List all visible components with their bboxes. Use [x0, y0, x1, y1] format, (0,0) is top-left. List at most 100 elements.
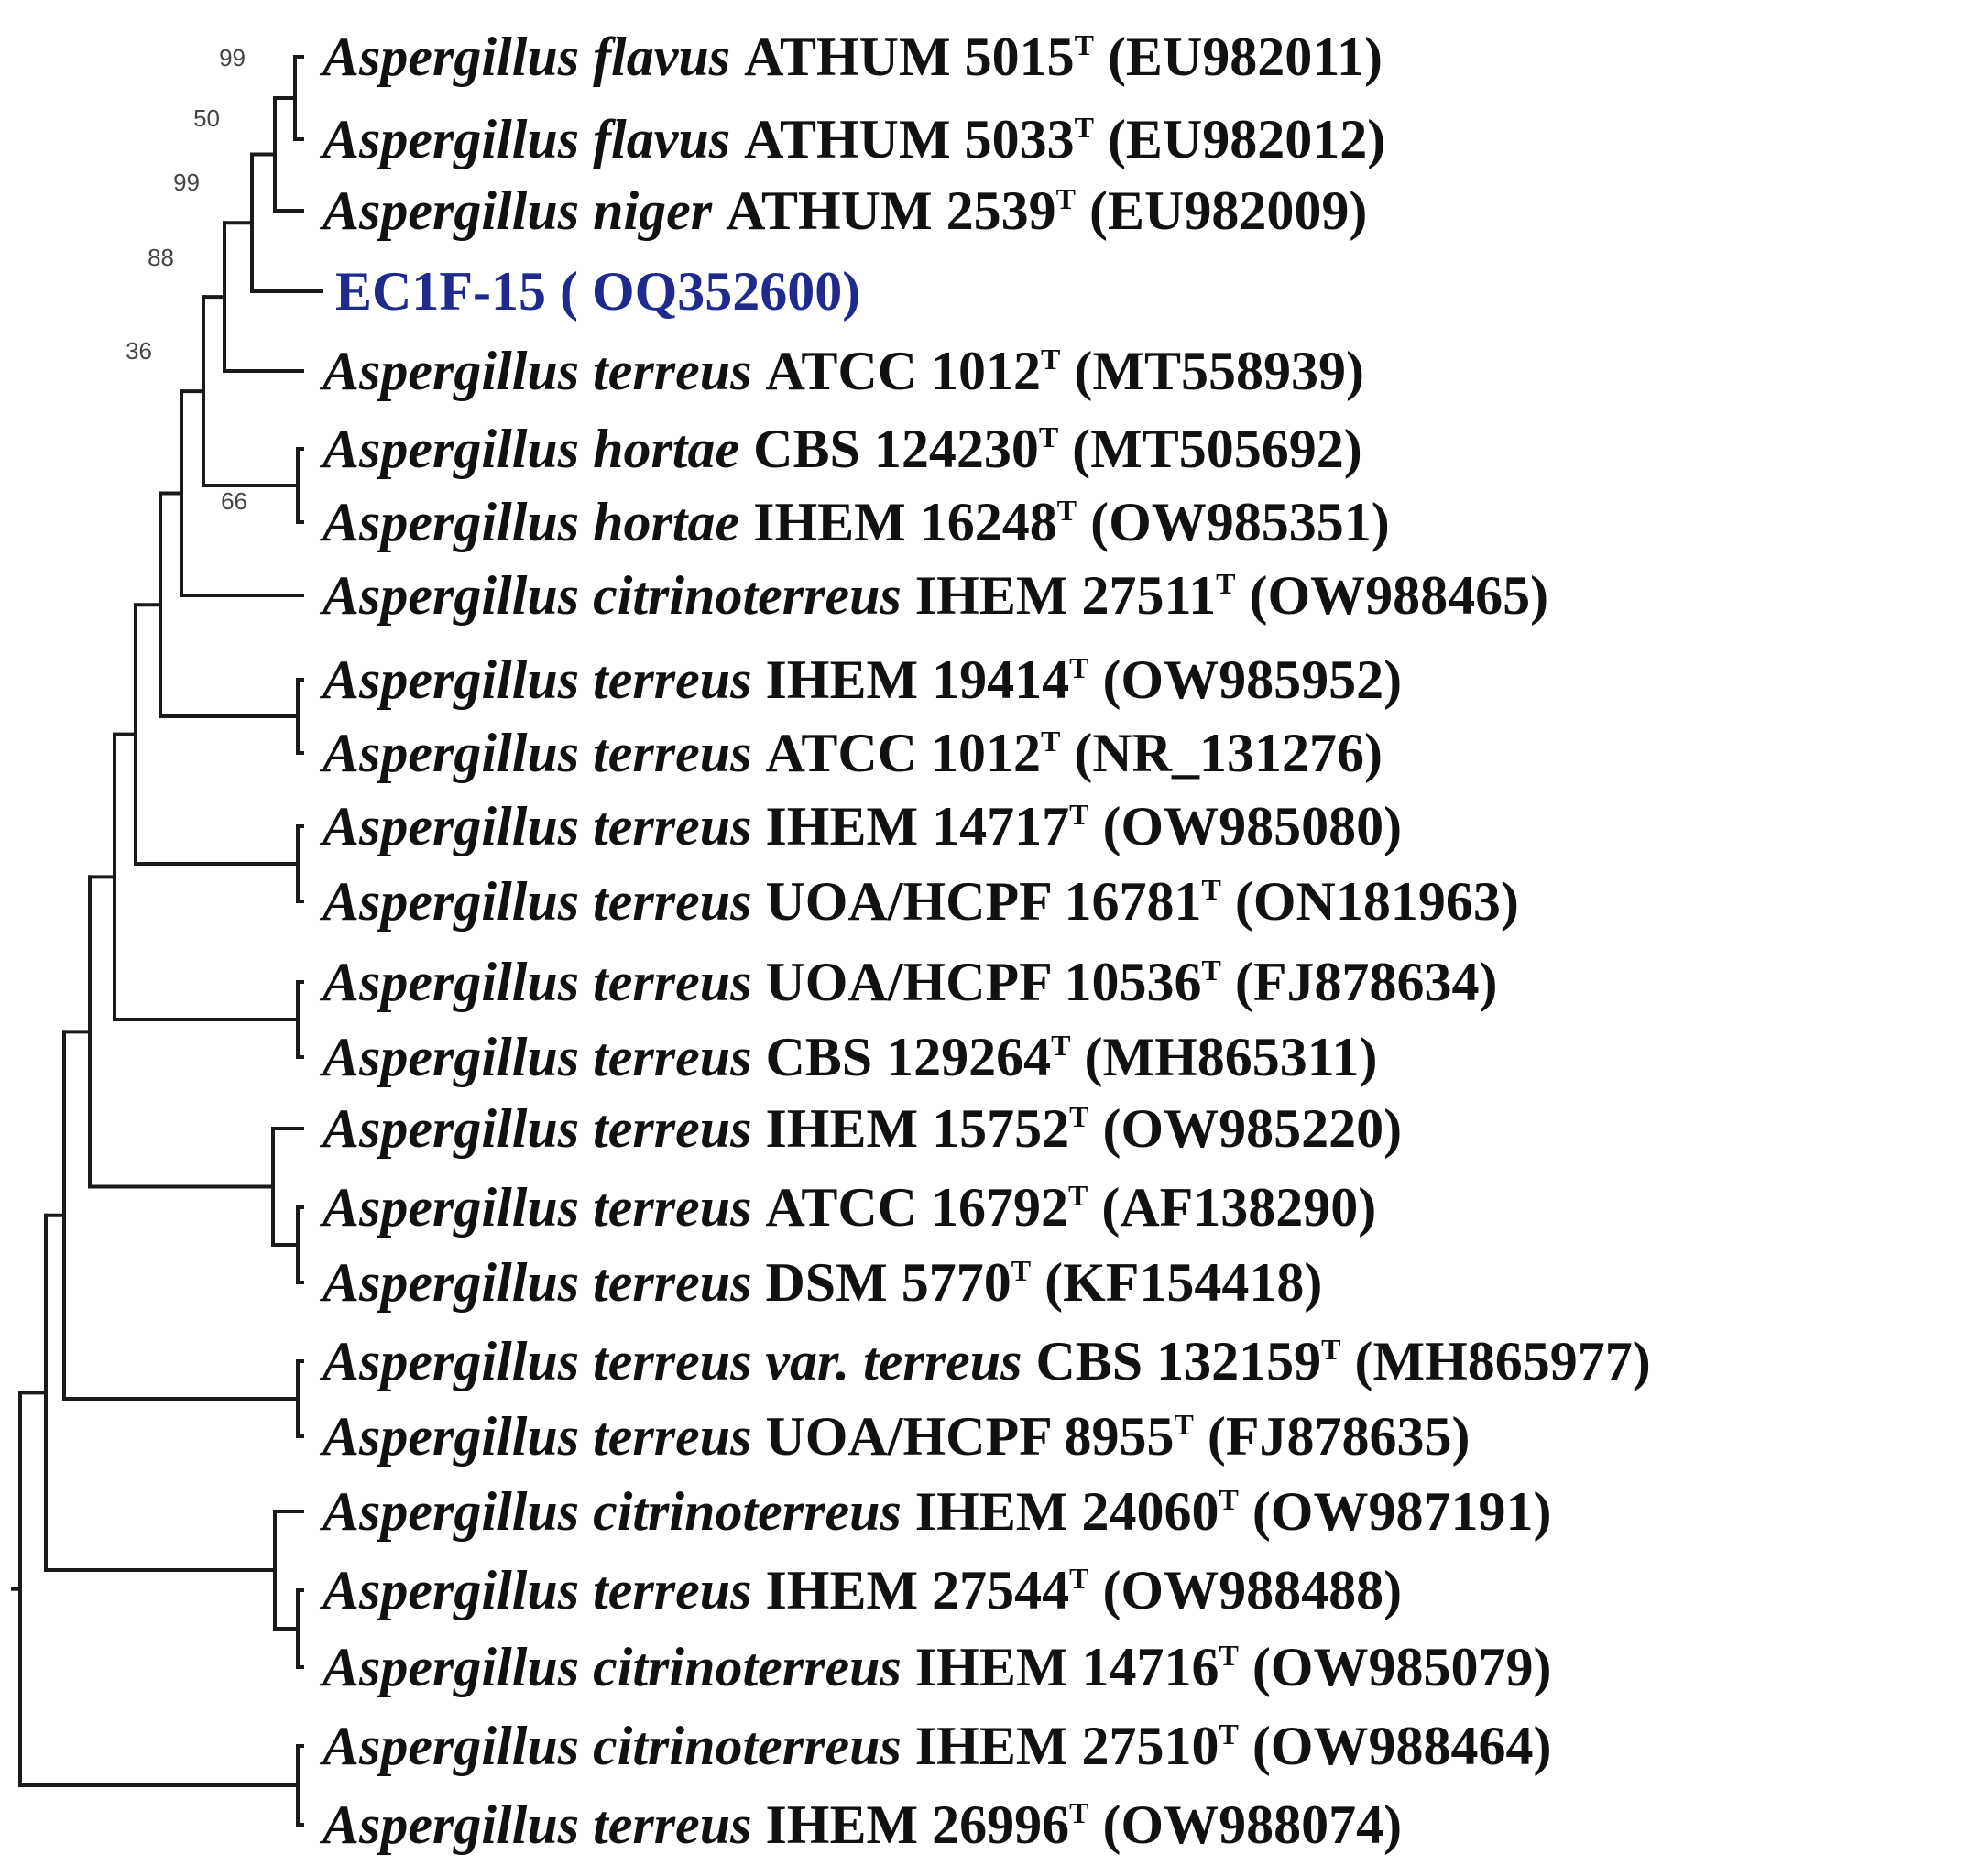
type-strain-mark: T — [1041, 725, 1060, 758]
type-strain-mark: T — [1216, 567, 1235, 600]
taxon-label: Aspergillus citrinoterreus IHEM 14716T (… — [319, 1637, 1551, 1697]
species-name: Aspergillus flavus — [319, 109, 744, 169]
species-name: Aspergillus terreus — [319, 723, 765, 783]
strain-id: IHEM 15752 — [765, 1098, 1069, 1159]
bootstrap-value: 88 — [148, 244, 174, 271]
query-isolate-label: EC1F-15 ( OQ352600) — [335, 261, 860, 322]
accession-number: (OW985952) — [1088, 649, 1402, 710]
species-name: Aspergillus citrinoterreus — [319, 565, 915, 626]
strain-id: UOA/HCPF 16781 — [765, 871, 1201, 932]
accession-number: (KF154418) — [1031, 1252, 1322, 1313]
accession-number: (EU982012) — [1094, 109, 1385, 169]
type-strain-mark: T — [1219, 1639, 1238, 1672]
type-strain-mark: T — [1056, 182, 1076, 215]
species-name: Aspergillus terreus — [319, 341, 765, 401]
species-name: Aspergillus terreus — [319, 1794, 765, 1855]
type-strain-mark: T — [1219, 1718, 1238, 1751]
strain-id: CBS 129264 — [765, 1027, 1051, 1087]
taxon-label: Aspergillus terreus ATCC 1012T (NR_13127… — [319, 723, 1383, 783]
taxon-label: Aspergillus hortae CBS 124230T (MT505692… — [319, 419, 1362, 479]
accession-number: (OW988464) — [1239, 1716, 1552, 1776]
species-name: Aspergillus citrinoterreus — [319, 1716, 915, 1776]
strain-id: CBS 124230 — [753, 419, 1039, 479]
taxon-label: Aspergillus terreus UOA/HCPF 16781T (ON1… — [319, 871, 1519, 932]
strain-id: UOA/HCPF 8955 — [765, 1406, 1174, 1467]
accession-number: (MT505692) — [1058, 419, 1362, 479]
accession-number: (EU982011) — [1094, 27, 1383, 87]
taxon-label: Aspergillus terreus IHEM 15752T (OW98522… — [319, 1098, 1402, 1159]
strain-id: UOA/HCPF 10536 — [765, 952, 1201, 1012]
taxon-label: Aspergillus terreus ATCC 16792T (AF13829… — [319, 1177, 1376, 1238]
strain-id: DSM 5770 — [765, 1252, 1011, 1313]
accession-number: (FJ878634) — [1221, 952, 1498, 1012]
type-strain-mark: T — [1069, 1100, 1088, 1133]
strain-id: IHEM 26996 — [765, 1794, 1069, 1855]
strain-id: IHEM 14716 — [915, 1637, 1219, 1697]
accession-number: (OW985220) — [1088, 1098, 1402, 1159]
taxon-label: Aspergillus hortae IHEM 16248T (OW985351… — [319, 492, 1390, 552]
species-name: Aspergillus hortae — [319, 492, 753, 552]
strain-id: EC1F-15 ( OQ352600) — [335, 261, 860, 322]
taxon-label: Aspergillus terreus IHEM 19414T (OW98595… — [319, 649, 1402, 710]
type-strain-mark: T — [1219, 1483, 1238, 1516]
taxon-label: Aspergillus niger ATHUM 2539T (EU982009) — [319, 180, 1367, 241]
accession-number: (OW985351) — [1077, 492, 1390, 552]
species-name: Aspergillus citrinoterreus — [319, 1637, 915, 1697]
taxon-label: Aspergillus flavus ATHUM 5033T (EU982012… — [319, 109, 1385, 169]
species-name: Aspergillus terreus — [319, 1560, 765, 1620]
type-strain-mark: T — [1069, 1562, 1088, 1595]
accession-number: (OW988488) — [1088, 1560, 1402, 1620]
strain-id: ATHUM 5033 — [744, 109, 1075, 169]
species-name: Aspergillus niger — [319, 180, 726, 241]
strain-id: IHEM 27544 — [765, 1560, 1069, 1620]
strain-id: IHEM 27511 — [915, 565, 1216, 626]
accession-number: (OW985079) — [1239, 1637, 1552, 1697]
bootstrap-value: 99 — [173, 169, 200, 196]
strain-id: CBS 132159 — [1035, 1331, 1321, 1391]
species-name: Aspergillus terreus — [319, 952, 765, 1012]
taxon-label: Aspergillus terreus var. terreus CBS 132… — [319, 1331, 1651, 1391]
strain-id: ATHUM 5015 — [744, 27, 1075, 87]
bootstrap-value: 99 — [219, 44, 246, 71]
strain-id: IHEM 27510 — [915, 1716, 1219, 1776]
strain-id: IHEM 14717 — [765, 796, 1069, 856]
species-name: Aspergillus terreus — [319, 796, 765, 856]
type-strain-mark: T — [1041, 343, 1060, 376]
accession-number: (EU982009) — [1076, 180, 1367, 241]
taxon-label: Aspergillus terreus DSM 5770T (KF154418) — [319, 1252, 1322, 1313]
accession-number: (MH865977) — [1341, 1331, 1651, 1391]
strain-id: ATCC 1012 — [765, 723, 1041, 783]
species-name: Aspergillus terreus — [319, 649, 765, 710]
strain-id: IHEM 19414 — [765, 649, 1069, 710]
taxon-label: Aspergillus citrinoterreus IHEM 27511T (… — [319, 565, 1548, 626]
type-strain-mark: T — [1057, 494, 1077, 527]
type-strain-mark: T — [1321, 1333, 1340, 1366]
type-strain-mark: T — [1039, 420, 1058, 453]
type-strain-mark: T — [1069, 1796, 1088, 1829]
taxon-label: Aspergillus terreus ATCC 1012T (MT558939… — [319, 341, 1364, 401]
type-strain-mark: T — [1069, 798, 1088, 831]
accession-number: (NR_131276) — [1060, 723, 1383, 783]
species-name: Aspergillus terreus — [319, 871, 765, 932]
species-name: Aspergillus terreus — [319, 1406, 765, 1467]
taxon-label: Aspergillus terreus CBS 129264T (MH86531… — [319, 1027, 1377, 1087]
taxon-label: Aspergillus citrinoterreus IHEM 24060T (… — [319, 1481, 1551, 1542]
type-strain-mark: T — [1011, 1254, 1031, 1287]
type-strain-mark: T — [1068, 1179, 1088, 1212]
species-name: Aspergillus terreus var. terreus — [319, 1331, 1035, 1391]
bootstrap-value: 66 — [221, 487, 247, 515]
type-strain-mark: T — [1075, 28, 1094, 61]
accession-number: (FJ878635) — [1194, 1406, 1471, 1467]
species-name: Aspergillus terreus — [319, 1098, 765, 1159]
taxon-label: Aspergillus flavus ATHUM 5015T (EU982011… — [319, 27, 1383, 87]
strain-id: ATHUM 2539 — [726, 180, 1056, 241]
accession-number: (AF138290) — [1088, 1177, 1376, 1238]
taxon-label: Aspergillus terreus IHEM 26996T (OW98807… — [319, 1794, 1402, 1855]
type-strain-mark: T — [1075, 111, 1094, 144]
taxon-label: Aspergillus terreus IHEM 14717T (OW98508… — [319, 796, 1402, 856]
species-name: Aspergillus citrinoterreus — [319, 1481, 915, 1542]
species-name: Aspergillus terreus — [319, 1027, 765, 1087]
species-name: Aspergillus hortae — [319, 419, 753, 479]
taxon-label: Aspergillus terreus UOA/HCPF 10536T (FJ8… — [319, 952, 1497, 1012]
